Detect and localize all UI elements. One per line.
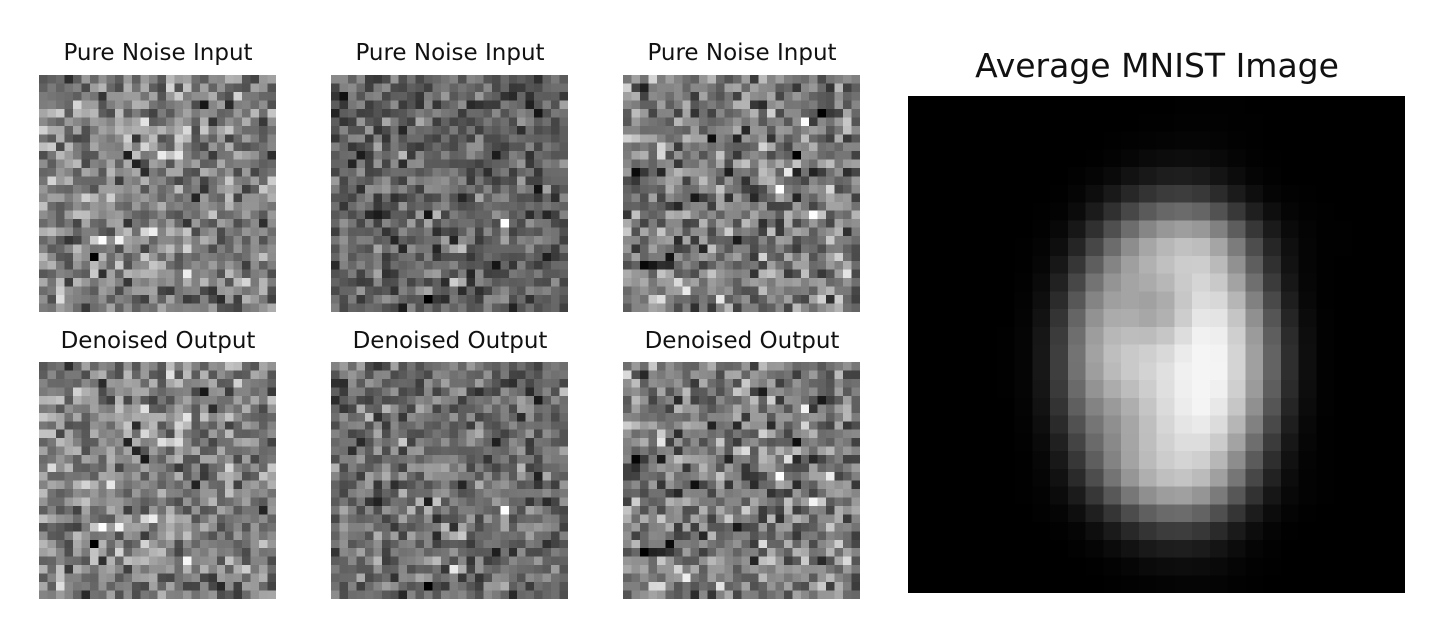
denoised-output-image-2 (331, 362, 568, 599)
denoised-panel-title-1: Denoised Output (60, 328, 256, 354)
noise-panel-title-2: Pure Noise Input (355, 40, 545, 66)
denoised-panel-title-3: Denoised Output (644, 328, 840, 354)
denoised-output-image-1 (39, 362, 276, 599)
noise-input-image-1 (39, 75, 276, 312)
average-mnist-image (908, 96, 1405, 593)
average-panel-title: Average MNIST Image (975, 46, 1339, 85)
noise-input-image-2 (331, 75, 568, 312)
noise-panel-title-3: Pure Noise Input (647, 40, 837, 66)
noise-input-image-3 (623, 75, 860, 312)
denoised-panel-title-2: Denoised Output (352, 328, 548, 354)
denoised-output-image-3 (623, 362, 860, 599)
noise-panel-title-1: Pure Noise Input (63, 40, 253, 66)
